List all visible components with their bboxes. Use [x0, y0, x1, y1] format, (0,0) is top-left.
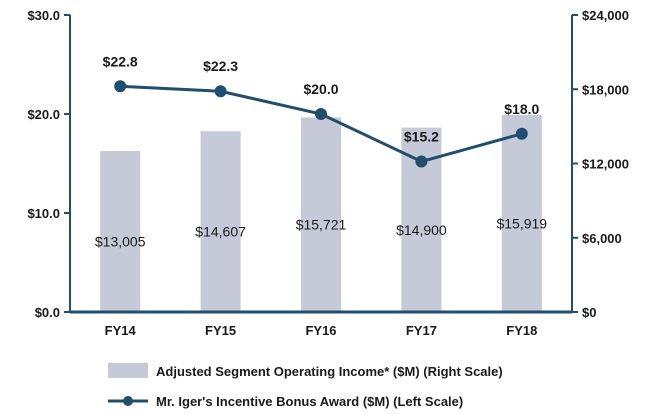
bonus-point-label-fy18: $18.0 [504, 101, 539, 117]
right-tick-label: $24,000 [582, 8, 629, 23]
right-tick-label: $18,000 [582, 82, 629, 97]
bar-label-fy16: $15,721 [296, 217, 347, 233]
legend-bar-label: Adjusted Segment Operating Income* ($M) … [156, 364, 503, 379]
legend: Adjusted Segment Operating Income* ($M) … [108, 363, 503, 409]
category-label-fy16: FY16 [305, 323, 336, 338]
bonus-point-label-fy14: $22.8 [103, 53, 138, 69]
bar-label-fy18: $15,919 [496, 216, 547, 232]
category-label-fy17: FY17 [406, 323, 437, 338]
bar-fy16 [301, 117, 341, 312]
bar-fy14 [100, 151, 141, 312]
left-tick-label: $20.0 [27, 107, 60, 122]
category-label-fy18: FY18 [506, 323, 537, 338]
right-tick-label: $0 [582, 305, 596, 320]
right-tick-label: $6,000 [582, 231, 622, 246]
left-axis-ticks: $0.0 $10.0 $20.0 $30.0 [27, 8, 70, 320]
left-tick-label: $0.0 [35, 305, 60, 320]
category-labels: FY14 FY15 FY16 FY17 FY18 [105, 323, 538, 338]
legend-line-marker [123, 396, 133, 406]
bar-label-fy17: $14,900 [396, 222, 447, 238]
category-label-fy14: FY14 [105, 323, 137, 338]
bar-fy18 [501, 115, 542, 312]
bar-labels-group: $13,005 $14,607 $15,721 $14,900 $15,919 [95, 216, 547, 250]
legend-line-label: Mr. Iger's Incentive Bonus Award ($M) (L… [156, 394, 463, 409]
left-tick-label: $10.0 [27, 206, 60, 221]
bar-label-fy15: $14,607 [195, 224, 246, 240]
bonus-point-fy16 [315, 108, 327, 120]
line-series-group [114, 80, 528, 168]
right-tick-label: $12,000 [582, 157, 629, 172]
category-label-fy15: FY15 [205, 323, 236, 338]
bonus-point-label-fy17: $15.2 [404, 129, 439, 145]
left-tick-label: $30.0 [27, 8, 60, 23]
bars-group [100, 115, 542, 312]
right-axis-ticks: $0 $6,000 $12,000 $18,000 $24,000 [572, 8, 629, 320]
bar-label-fy14: $13,005 [95, 234, 146, 250]
bonus-point-label-fy15: $22.3 [203, 58, 238, 74]
bonus-point-fy14 [114, 80, 127, 93]
bonus-point-label-fy16: $20.0 [303, 81, 338, 97]
bonus-point-fy17 [415, 155, 428, 168]
bonus-point-fy15 [214, 85, 227, 98]
legend-bar-swatch [108, 363, 148, 378]
point-labels-group: $22.8 $22.3 $20.0 $15.2 $18.0 [103, 53, 540, 144]
bonus-point-fy18 [515, 127, 528, 140]
bar-fy15 [200, 131, 241, 312]
